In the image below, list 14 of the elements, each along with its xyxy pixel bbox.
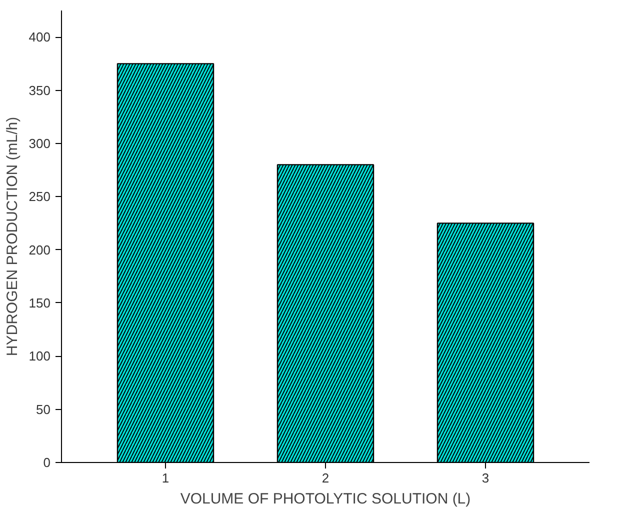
x-tick-label: 3 [482, 470, 490, 486]
y-tick-label: 50 [36, 402, 51, 417]
y-tick-label: 400 [28, 30, 51, 45]
y-tick-label: 200 [28, 242, 51, 258]
y-tick-label: 100 [28, 348, 51, 364]
y-tick-label: 150 [28, 295, 51, 310]
y-tick-label: 250 [28, 189, 51, 204]
y-tick-label: 300 [28, 136, 51, 151]
y-tick-label: 350 [28, 82, 51, 98]
x-axis-title: VOLUME OF PHOTOLYTIC SOLUTION (L) [180, 490, 471, 508]
y-tick-label: 0 [43, 455, 51, 470]
y-axis-title: HYDROGEN PRODUCTION (mL/h) [4, 116, 21, 356]
x-tick-label: 2 [322, 470, 330, 486]
x-tick-label: 1 [162, 470, 170, 486]
